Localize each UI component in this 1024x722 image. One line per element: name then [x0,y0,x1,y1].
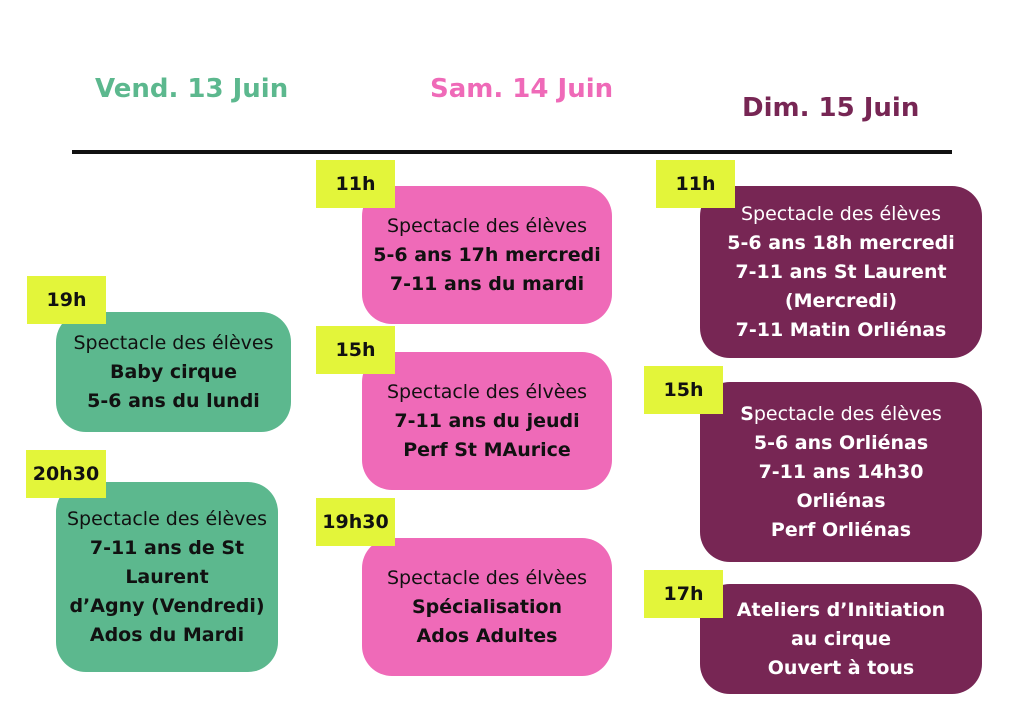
event-title: Spectacle des élèves [740,400,942,429]
time-tag-sat-15h: 15h [316,326,395,374]
event-line: 5-6 ans Orliénas [753,431,929,454]
event-title-initial: S [740,402,754,425]
event-card-fri-19h: Spectacle des élèves Baby cirque 5-6 ans… [56,312,291,432]
event-line: 5-6 ans 17h mercredi [373,243,601,266]
event-card-sat-19h30: Spectacle des élvèes Spécialisation Ados… [362,538,612,676]
event-line: (Mercredi) [784,289,898,312]
event-line: Ouvert à tous [767,656,915,679]
event-line: Spécialisation [411,595,563,618]
event-line: 7-11 ans de St [89,536,245,559]
event-line: 7-11 ans du jeudi [394,409,580,432]
time-tag-sun-11h: 11h [656,160,735,208]
event-card-fri-20h30: Spectacle des élèves 7-11 ans de St Laur… [56,482,278,672]
event-card-sun-11h: Spectacle des élèves 5-6 ans 18h mercred… [700,186,982,358]
time-tag-sat-19h30: 19h30 [316,498,395,546]
event-title-rest: pectacle des élèves [753,402,942,425]
time-tag-sun-15h: 15h [644,366,723,414]
time-tag-fri-20h30: 20h30 [26,450,106,498]
event-line: 5-6 ans 18h mercredi [727,231,955,254]
event-line: 7-11 ans du mardi [389,272,585,295]
event-title: Spectacle des élèves [741,202,941,225]
event-line: Baby cirque [109,360,238,383]
event-line: d’Agny (Vendredi) [69,594,265,617]
event-card-sat-15h: Spectacle des élvèes 7-11 ans du jeudi P… [362,352,612,490]
event-title: Spectacle des élèves [73,331,274,354]
time-tag-sat-11h: 11h [316,160,395,208]
time-tag-sun-17h: 17h [644,570,723,618]
event-line: Orliénas [796,489,886,512]
event-line: au cirque [790,627,892,650]
time-tag-fri-19h: 19h [27,276,106,324]
event-title: Spectacle des élvèes [387,380,587,403]
event-title: Spectacle des élèves [67,507,267,530]
event-line: Ados Adultes [416,624,558,647]
event-line: Laurent [125,565,209,588]
event-line: 5-6 ans du lundi [87,389,260,412]
event-card-sat-11h: Spectacle des élèves 5-6 ans 17h mercred… [362,186,612,324]
day-header-sunday: Dim. 15 Juin [742,93,920,123]
event-line: Ados du Mardi [89,623,245,646]
event-card-sun-17h: Ateliers d’Initiation au cirque Ouvert à… [700,584,982,694]
header-divider [72,150,952,154]
event-card-sun-15h: Spectacle des élèves 5-6 ans Orliénas 7-… [700,382,982,562]
day-header-friday: Vend. 13 Juin [95,74,289,104]
event-line: Perf St MAurice [403,438,571,461]
event-title: Spectacle des élvèes [387,566,587,589]
event-line: Ateliers d’Initiation [736,598,946,621]
event-line: 7-11 Matin Orliénas [735,318,947,341]
event-line: Perf Orliénas [770,518,912,541]
event-line: 7-11 ans St Laurent [735,260,947,283]
event-title: Spectacle des élèves [387,214,587,237]
event-line: 7-11 ans 14h30 [758,460,924,483]
day-header-saturday: Sam. 14 Juin [430,74,614,104]
